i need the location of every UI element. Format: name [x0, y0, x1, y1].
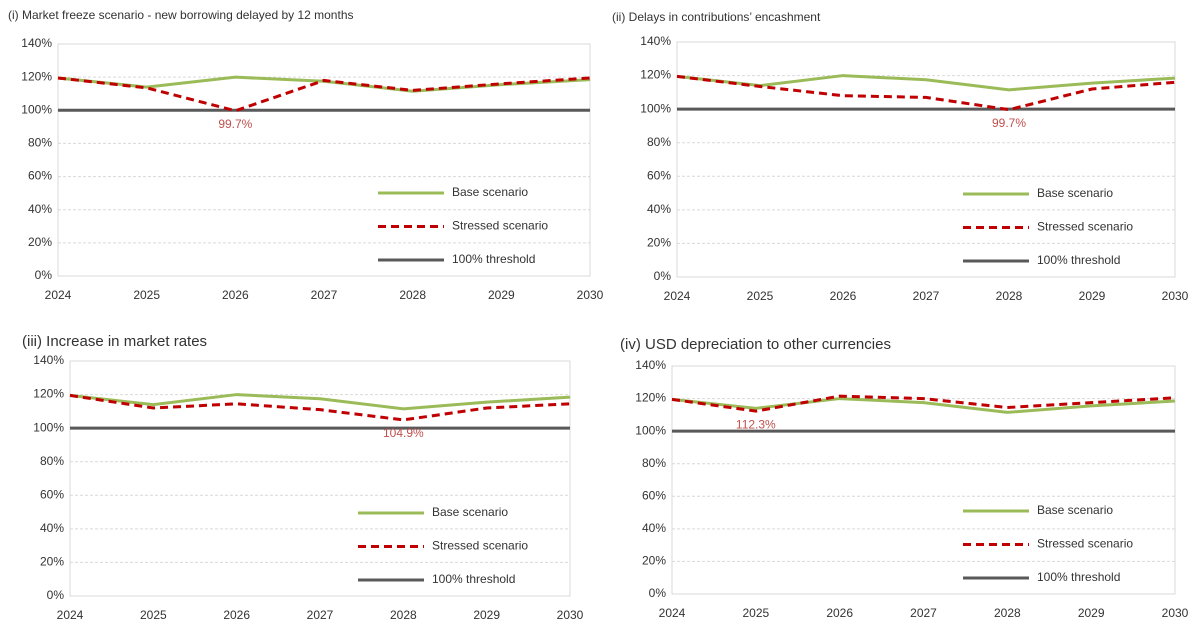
chart-title: (iv) USD depreciation to other currencie… — [620, 336, 891, 353]
chart-title: (ii) Delays in contributions’ encashment — [612, 10, 821, 24]
annotation: 99.7% — [218, 117, 252, 131]
y-tick-label: 140% — [33, 353, 64, 367]
x-tick-label: 2030 — [557, 608, 584, 622]
series-line — [57, 76, 591, 113]
legend-label: 100% threshold — [1037, 570, 1120, 584]
x-tick-label: 2024 — [45, 288, 72, 302]
y-tick-label: 20% — [40, 555, 64, 569]
chart-title: (i) Market freeze scenario - new borrowi… — [8, 8, 354, 22]
x-tick-label: 2029 — [488, 288, 515, 302]
x-tick-label: 2024 — [664, 289, 691, 303]
legend-label: Stressed scenario — [452, 219, 548, 233]
x-tick-label: 2025 — [742, 606, 769, 620]
y-tick-label: 20% — [647, 236, 671, 250]
y-tick-label: 80% — [642, 456, 666, 470]
x-tick-label: 2026 — [826, 606, 853, 620]
y-tick-label: 0% — [649, 586, 667, 600]
y-tick-label: 100% — [640, 101, 671, 115]
legend-label: Stressed scenario — [1037, 220, 1133, 234]
plot-border — [671, 365, 1176, 595]
y-tick-label: 40% — [642, 521, 666, 535]
y-tick-label: 20% — [642, 554, 666, 568]
plot-border — [676, 41, 1176, 278]
x-tick-label: 2026 — [222, 288, 249, 302]
legend-label: 100% threshold — [452, 252, 535, 266]
plot-border — [69, 360, 571, 597]
annotation: 99.7% — [992, 116, 1026, 130]
x-tick-label: 2030 — [1162, 606, 1189, 620]
x-tick-label: 2027 — [311, 288, 338, 302]
x-tick-label: 2025 — [747, 289, 774, 303]
x-tick-label: 2030 — [577, 288, 604, 302]
x-tick-label: 2025 — [140, 608, 167, 622]
legend-label: 100% threshold — [1037, 253, 1120, 267]
y-tick-label: 120% — [640, 68, 671, 82]
legend-label: Stressed scenario — [432, 539, 528, 553]
x-tick-label: 2028 — [994, 606, 1021, 620]
annotation: 112.3% — [736, 417, 776, 431]
annotation: 104.9% — [383, 426, 424, 440]
legend-label: Base scenario — [1037, 503, 1113, 517]
y-tick-label: 0% — [654, 269, 672, 283]
y-tick-label: 60% — [28, 169, 52, 183]
x-tick-label: 2030 — [1162, 289, 1189, 303]
x-tick-label: 2028 — [390, 608, 417, 622]
plot-border — [57, 43, 591, 277]
y-tick-label: 140% — [635, 358, 666, 372]
x-tick-label: 2027 — [910, 606, 937, 620]
legend-label: Stressed scenario — [1037, 537, 1133, 551]
legend-label: 100% threshold — [432, 572, 515, 586]
x-tick-label: 2025 — [133, 288, 160, 302]
x-tick-label: 2029 — [1078, 606, 1105, 620]
y-tick-label: 40% — [28, 202, 52, 216]
series-line — [676, 74, 1176, 92]
chart-title: (iii) Increase in market rates — [22, 333, 207, 350]
x-tick-label: 2027 — [307, 608, 334, 622]
y-tick-label: 20% — [28, 235, 52, 249]
series-line — [69, 393, 571, 422]
series-line — [676, 74, 1176, 112]
y-tick-label: 60% — [40, 487, 64, 501]
y-tick-label: 80% — [40, 454, 64, 468]
series-line — [671, 397, 1176, 414]
y-tick-label: 120% — [33, 387, 64, 401]
x-tick-label: 2029 — [473, 608, 500, 622]
y-tick-label: 140% — [21, 36, 52, 50]
series-line — [69, 393, 571, 411]
y-tick-label: 0% — [35, 268, 53, 282]
y-tick-label: 0% — [47, 588, 65, 602]
x-tick-label: 2028 — [996, 289, 1023, 303]
y-tick-label: 80% — [647, 135, 671, 149]
legend-label: Base scenario — [452, 185, 528, 199]
y-tick-label: 40% — [647, 202, 671, 216]
y-tick-label: 80% — [28, 136, 52, 150]
y-tick-label: 40% — [40, 521, 64, 535]
y-tick-label: 60% — [642, 488, 666, 502]
y-tick-label: 140% — [640, 34, 671, 48]
y-tick-label: 60% — [647, 168, 671, 182]
legend-label: Base scenario — [1037, 186, 1113, 200]
x-tick-label: 2027 — [913, 289, 940, 303]
x-tick-label: 2024 — [659, 606, 686, 620]
y-tick-label: 100% — [635, 423, 666, 437]
legend-label: Base scenario — [432, 505, 508, 519]
x-tick-label: 2028 — [399, 288, 426, 302]
y-tick-label: 120% — [635, 391, 666, 405]
x-tick-label: 2026 — [223, 608, 250, 622]
x-tick-label: 2029 — [1079, 289, 1106, 303]
series-line — [671, 394, 1176, 413]
y-tick-label: 100% — [33, 420, 64, 434]
x-tick-label: 2026 — [830, 289, 857, 303]
x-tick-label: 2024 — [57, 608, 84, 622]
y-tick-label: 120% — [21, 69, 52, 83]
y-tick-label: 100% — [21, 102, 52, 116]
